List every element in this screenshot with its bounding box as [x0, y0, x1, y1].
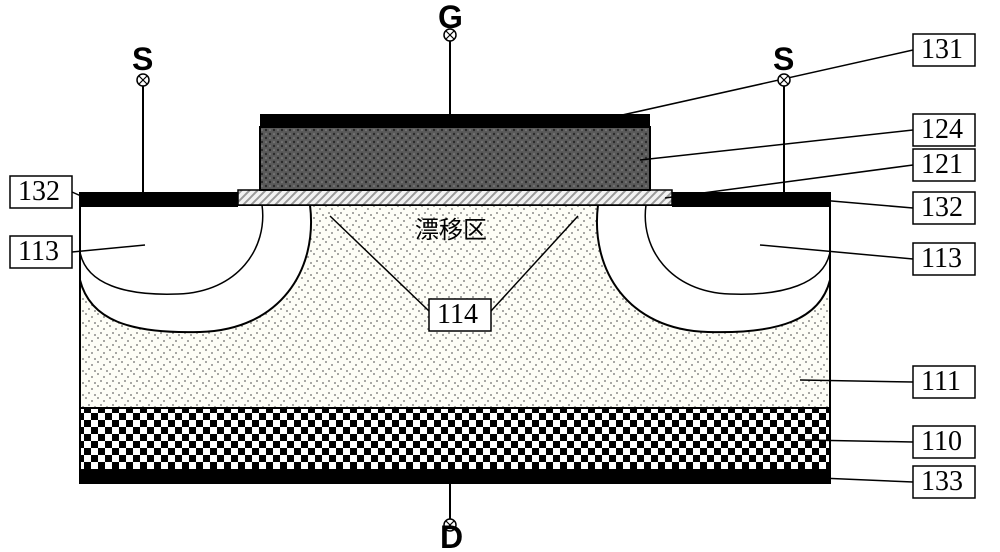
- leader-133: [820, 478, 913, 482]
- drain-metal-133: [80, 470, 830, 484]
- drift-region-label-zh: 漂移区: [415, 217, 487, 244]
- drain-label: D: [440, 519, 463, 552]
- label-110: 110: [921, 426, 962, 457]
- leader-124: [640, 130, 913, 160]
- gate-metal-131: [260, 114, 650, 127]
- substrate-110: [80, 408, 830, 470]
- label-121: 121: [921, 149, 963, 180]
- gate-label: G: [438, 0, 463, 35]
- label-111: 111: [921, 366, 961, 397]
- gate-oxide-121: [238, 190, 672, 205]
- label-113-left: 113: [18, 236, 59, 267]
- label-132-left: 132: [18, 176, 60, 207]
- gate-poly-124: [260, 127, 650, 190]
- label-132-right: 132: [921, 192, 963, 223]
- device-cross-section: 131 124 121 132 132 113 113 111 110 133 114 漂移区 G D S…: [0, 0, 1000, 552]
- label-131: 131: [921, 34, 963, 65]
- label-133: 133: [921, 466, 963, 497]
- label-124: 124: [921, 114, 963, 145]
- source-metal-left-132: [80, 192, 238, 207]
- label-113-right: 113: [921, 243, 962, 274]
- leader-131: [600, 50, 913, 120]
- label-114: 114: [437, 299, 478, 330]
- source-left-label: S: [132, 41, 153, 77]
- leader-132-right: [820, 200, 913, 208]
- source-right-label: S: [773, 41, 794, 77]
